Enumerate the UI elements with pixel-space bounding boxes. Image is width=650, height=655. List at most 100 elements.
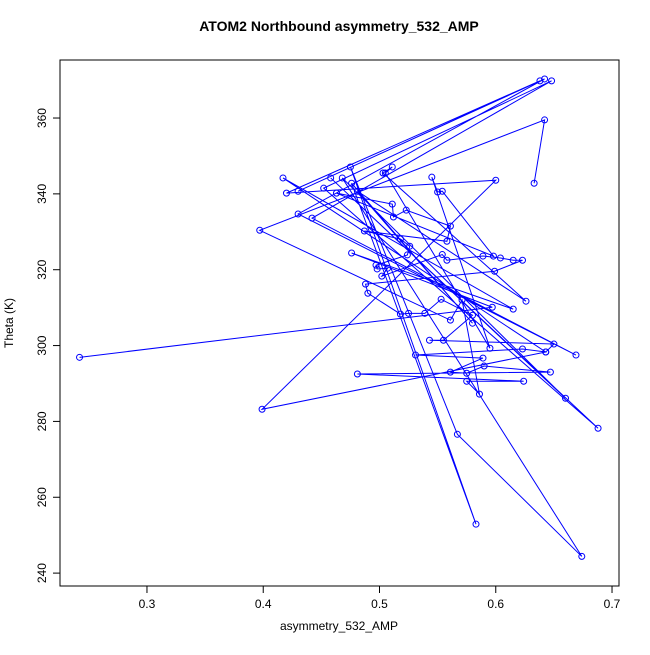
data-point: [364, 289, 372, 297]
data-point: [76, 353, 84, 361]
data-point: [469, 311, 477, 319]
data-point: [439, 336, 447, 344]
data-point: [434, 188, 442, 196]
data-point: [294, 187, 302, 195]
data-point: [463, 377, 471, 385]
data-point: [381, 169, 389, 177]
data-point: [453, 430, 461, 438]
chart-title: ATOM2 Northbound asymmetry_532_AMP: [199, 18, 479, 34]
data-point: [348, 179, 356, 187]
x-tick-label: 0.6: [487, 597, 504, 611]
plot-frame: [59, 59, 620, 587]
data-point: [479, 252, 487, 260]
data-point: [308, 214, 316, 222]
data-point: [542, 348, 550, 356]
data-point: [332, 189, 340, 197]
data-point: [258, 405, 266, 413]
data-point: [443, 237, 451, 245]
y-tick-label: 240: [35, 563, 49, 583]
data-point: [463, 369, 471, 377]
data-point: [421, 309, 429, 317]
data-point: [425, 336, 433, 344]
data-point: [492, 176, 500, 184]
data-point: [572, 351, 580, 359]
data-point: [256, 226, 264, 234]
x-tick-label: 0.3: [139, 597, 156, 611]
data-point: [403, 251, 411, 259]
y-tick-label: 260: [35, 487, 49, 507]
data-point: [578, 552, 586, 560]
data-point: [405, 309, 413, 317]
y-axis-label: Theta (K): [2, 298, 16, 348]
data-point: [362, 280, 370, 288]
data-point: [388, 200, 396, 208]
y-tick-label: 320: [35, 259, 49, 279]
data-point: [379, 169, 387, 177]
data-point: [486, 344, 494, 352]
data-point: [279, 174, 287, 182]
data-point: [384, 264, 392, 272]
data-point: [546, 368, 554, 376]
data-point: [469, 319, 477, 327]
data-point: [479, 354, 487, 362]
data-point: [282, 189, 290, 197]
x-axis-label: asymmetry_532_AMP: [280, 619, 398, 633]
series-line: [79, 78, 599, 557]
y-tick-label: 280: [35, 411, 49, 431]
data-point: [509, 305, 517, 313]
data-point: [373, 265, 381, 273]
data-point: [446, 368, 454, 376]
data-point: [396, 235, 404, 243]
data-point: [446, 222, 454, 230]
y-tick-label: 360: [35, 108, 49, 128]
data-point: [541, 75, 549, 83]
data-point: [509, 256, 517, 264]
data-point: [594, 424, 602, 432]
data-point: [536, 77, 544, 85]
data-point: [348, 249, 356, 257]
data-point: [489, 252, 497, 260]
data-point: [438, 251, 446, 259]
data-point: [406, 242, 414, 250]
data-point: [548, 77, 556, 85]
data-point: [396, 310, 404, 318]
data-point: [412, 351, 420, 359]
data-point: [437, 295, 445, 303]
data-point: [550, 340, 558, 348]
data-point: [360, 227, 368, 235]
data-point: [353, 187, 361, 195]
y-tick-label: 340: [35, 184, 49, 204]
data-point: [446, 316, 454, 324]
data-point: [562, 394, 570, 402]
data-point: [378, 272, 386, 280]
data-point: [353, 370, 361, 378]
data-point: [488, 303, 496, 311]
data-point: [443, 256, 451, 264]
data-point: [402, 206, 410, 214]
data-point: [480, 362, 488, 370]
data-point: [388, 163, 396, 171]
data-point: [338, 174, 346, 182]
data-point: [519, 256, 527, 264]
data-point: [428, 173, 436, 181]
data-point: [496, 254, 504, 262]
data-point: [491, 267, 499, 275]
data-point: [320, 184, 328, 192]
data-point: [519, 345, 527, 353]
data-point: [372, 261, 380, 269]
data-point: [327, 174, 335, 182]
data-point: [530, 179, 538, 187]
data-point: [475, 390, 483, 398]
y-tick-label: 300: [35, 335, 49, 355]
data-point: [541, 116, 549, 124]
data-point: [438, 187, 446, 195]
data-point: [389, 213, 397, 221]
data-point: [458, 296, 466, 304]
data-point: [472, 520, 480, 528]
x-tick-label: 0.4: [255, 597, 272, 611]
data-point: [522, 297, 530, 305]
x-tick-label: 0.5: [371, 597, 388, 611]
data-point: [346, 163, 354, 171]
data-point: [294, 210, 302, 218]
